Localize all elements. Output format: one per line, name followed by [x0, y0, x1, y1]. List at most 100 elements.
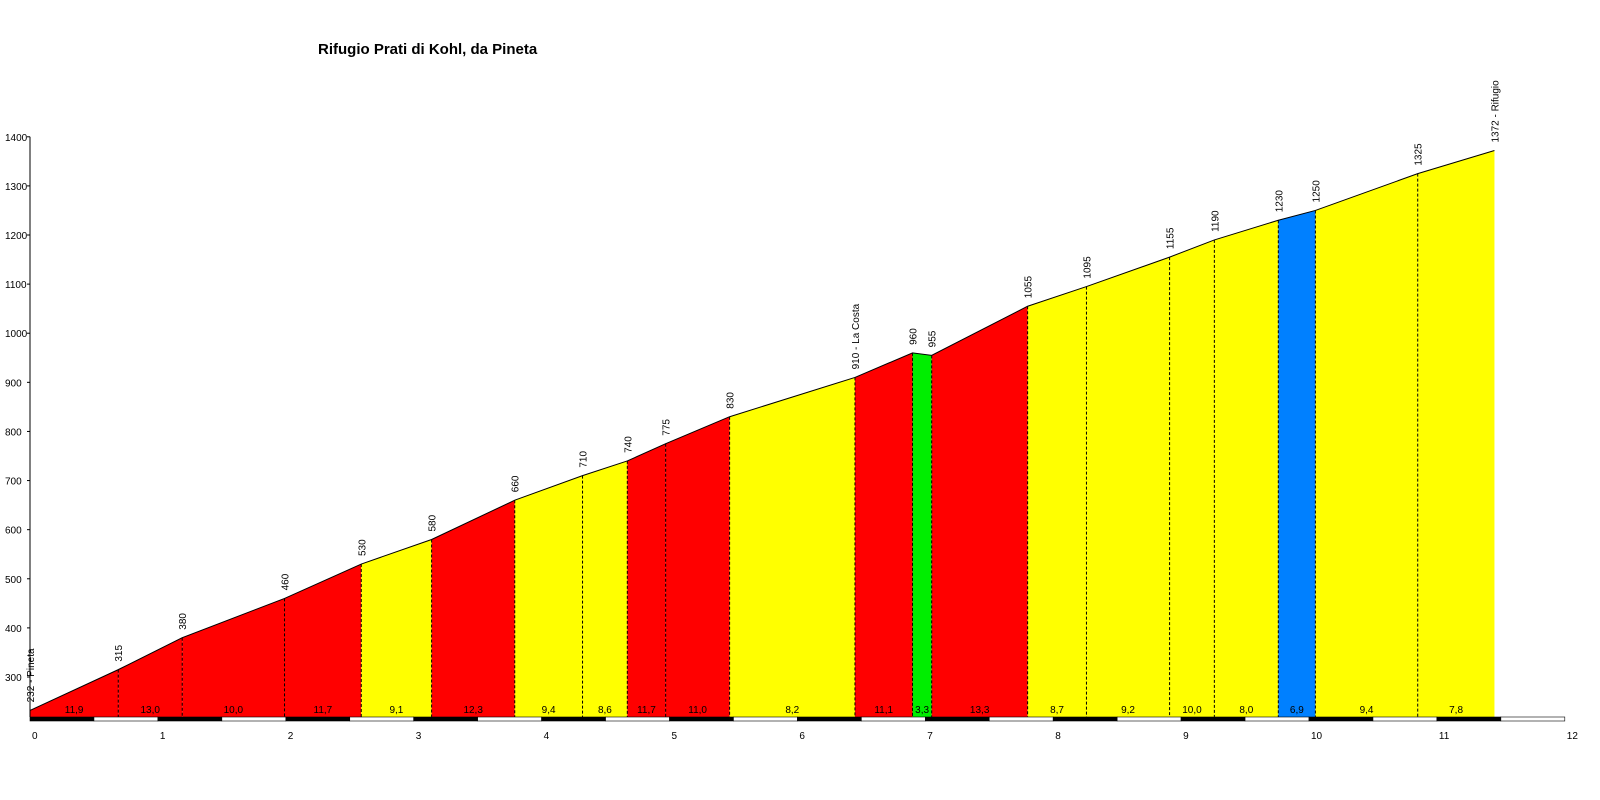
y-tick-label: 400 — [5, 624, 22, 635]
segment-area — [931, 306, 1028, 717]
y-tick-label: 700 — [5, 477, 22, 488]
segment-area — [854, 352, 913, 717]
grade-label: 7,8 — [1449, 705, 1463, 716]
segment-area — [582, 460, 628, 717]
scale-bar-block — [797, 716, 862, 722]
grade-labels: 11,9 13,0 10,0 11,7 9,1 12,3 9,4 8,6 11,7 11,0 8,2… — [65, 705, 1464, 716]
x-tick-label: 7 — [927, 731, 933, 742]
elevation-label: 910 - La Costa — [851, 303, 862, 369]
grade-label: 3,3 — [915, 705, 929, 716]
segment-area — [118, 637, 183, 717]
segment-area — [431, 500, 515, 717]
x-tick-label: 2 — [288, 731, 294, 742]
scale-bar-block — [93, 716, 159, 722]
scale-bar-block — [924, 716, 990, 722]
grade-label: 6,9 — [1290, 705, 1304, 716]
segment-area — [30, 669, 119, 717]
segment-area — [665, 416, 730, 717]
grade-label: 11,0 — [688, 705, 707, 716]
y-tick-label: 1000 — [5, 329, 28, 340]
y-axis: 300 400 500 600 700 800 900 1000 1100 1200 1300 140… — [5, 133, 31, 717]
elevation-label: 1230 — [1274, 190, 1285, 213]
scale-bar-block — [605, 716, 670, 722]
y-tick-label: 300 — [5, 673, 22, 684]
elevation-label: 380 — [178, 613, 189, 630]
elevation-label: 315 — [114, 645, 125, 662]
x-tick-label: 0 — [32, 731, 38, 742]
grade-label: 9,1 — [389, 705, 403, 716]
profile-line-group — [29, 150, 1495, 711]
scale-bar-block — [413, 716, 478, 722]
scale-bar-block — [285, 716, 351, 722]
scale-bar-block — [1372, 716, 1438, 722]
grade-label: 8,7 — [1050, 705, 1064, 716]
grade-label: 8,2 — [785, 705, 799, 716]
elevation-label: 580 — [428, 514, 439, 531]
x-tick-label: 3 — [416, 731, 422, 742]
scale-bar-block — [669, 716, 734, 722]
x-tick-label: 9 — [1183, 731, 1189, 742]
scale-bar-block — [1180, 716, 1246, 722]
grade-label: 11,7 — [637, 705, 656, 716]
segment-area — [1315, 173, 1418, 717]
scale-bar-block — [1052, 716, 1118, 722]
x-tick-label: 4 — [544, 731, 550, 742]
elevation-label: 232 - Pineta — [26, 648, 37, 702]
grade-label: 13,3 — [970, 705, 990, 716]
x-tick-label: 6 — [799, 731, 805, 742]
segment-dividers — [117, 173, 1419, 717]
y-tick-label: 1200 — [5, 231, 28, 242]
chart-title: Rifugio Prati di Kohl, da Pineta — [318, 41, 538, 58]
segment-area — [729, 377, 855, 717]
elevation-label: 960 — [909, 328, 920, 345]
scale-bar-block — [861, 716, 926, 722]
y-tick-label: 1300 — [5, 182, 28, 193]
elevation-label: 1325 — [1414, 143, 1425, 166]
grade-label: 8,0 — [1239, 705, 1253, 716]
segment-area — [1027, 286, 1087, 717]
x-tick-label: 12 — [1567, 731, 1579, 742]
grade-label: 9,2 — [1121, 705, 1135, 716]
elevation-label: 1250 — [1311, 180, 1322, 203]
gradient-segments — [30, 150, 1495, 718]
y-tick-label: 800 — [5, 427, 22, 438]
segment-area — [912, 352, 932, 717]
x-tick-label: 11 — [1439, 731, 1450, 742]
scale-bar-block — [541, 716, 606, 722]
segment-area — [1214, 220, 1279, 718]
grade-label: 10,0 — [224, 705, 244, 716]
y-tick-label: 500 — [5, 575, 22, 586]
elevation-label: 740 — [623, 436, 634, 453]
grade-label: 9,4 — [542, 705, 556, 716]
x-tick-label: 8 — [1055, 731, 1061, 742]
scale-bar-block — [477, 716, 542, 722]
y-tick-label: 900 — [5, 378, 22, 389]
scale-bar-block — [733, 716, 798, 722]
elevation-label: 775 — [662, 419, 673, 436]
scale-bar-block — [1436, 716, 1502, 722]
y-tick-label: 600 — [5, 526, 22, 537]
segment-area — [1169, 239, 1215, 717]
elevation-label: 1055 — [1024, 276, 1035, 299]
elevation-labels: 232 - Pineta 315 380 460 530 580 660 710 740 775 8… — [26, 80, 1501, 703]
elevation-label: 710 — [579, 451, 590, 468]
segment-area — [514, 475, 583, 717]
grade-label: 9,4 — [1360, 705, 1374, 716]
elevation-label: 530 — [357, 539, 368, 556]
x-axis: 0 1 2 3 4 5 6 7 8 9 10 11 12 — [32, 731, 1578, 742]
elevation-label: 1155 — [1166, 227, 1177, 249]
profile-line — [29, 150, 1495, 711]
segment-area — [1417, 150, 1495, 718]
x-tick-label: 1 — [160, 731, 166, 742]
scale-bar-block — [1116, 716, 1182, 722]
distance-scale-bar — [29, 716, 1566, 722]
grade-label: 11,9 — [65, 705, 84, 716]
scale-bar-block — [29, 716, 95, 722]
scale-bar-block — [988, 716, 1054, 722]
scale-bar-block — [157, 716, 223, 722]
segment-area — [627, 443, 666, 717]
y-tick-label: 1400 — [5, 133, 28, 144]
segment-area — [361, 539, 432, 717]
scale-bar-block — [1500, 716, 1566, 722]
